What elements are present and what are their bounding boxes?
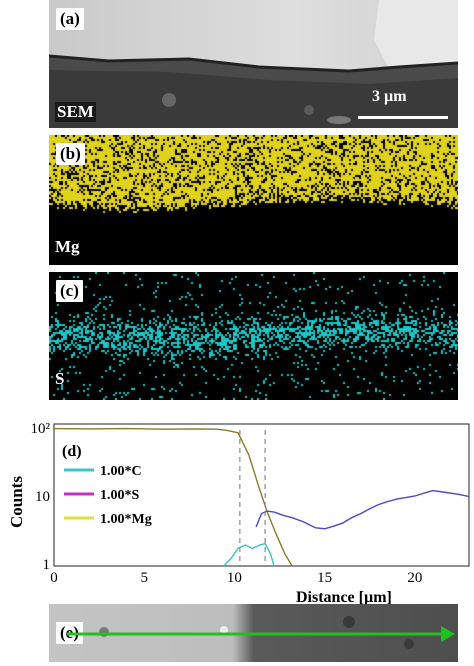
y-tick-label: 1 xyxy=(43,557,51,573)
legend-c-label: 1.00*C xyxy=(100,464,142,479)
x-ticks: 0 5 10 15 20 xyxy=(50,570,422,586)
x-tick-label: 20 xyxy=(407,570,422,586)
legend: 1.00*C 1.00*S 1.00*Mg xyxy=(64,464,152,527)
series-line-0 xyxy=(53,427,293,567)
sem-panel: (a) SEM 3 µm xyxy=(49,0,458,128)
series-group xyxy=(53,427,470,567)
s-label: S xyxy=(55,369,65,388)
panel-c-tag: (c) xyxy=(56,280,83,302)
x-tick-label: 10 xyxy=(227,570,242,586)
x-tick-label: 5 xyxy=(140,570,148,586)
line-scan-chart: 0 5 10 15 20 10² 10 1 (d) 1.00*C 1.00*S 1.00*M… xyxy=(7,421,470,606)
y-ticks: 10² 10 1 xyxy=(31,421,51,573)
mg-label: Mg xyxy=(55,237,80,256)
panel-b-tag: (b) xyxy=(56,143,85,165)
s-map-panel: (c) S xyxy=(49,272,458,400)
mg-map-image xyxy=(49,135,458,265)
series-line-2 xyxy=(223,542,275,567)
panel-d-tag: (d) xyxy=(62,443,82,460)
scan-arrow xyxy=(67,626,455,642)
x-tick-label: 15 xyxy=(317,570,332,586)
s-map-image xyxy=(49,272,458,400)
dashed-guides xyxy=(239,430,266,566)
panel-a-tag: (a) xyxy=(56,8,84,30)
linescan-sem-strip: (e) xyxy=(49,604,458,662)
x-axis-label: Distance [µm] xyxy=(296,589,392,606)
legend-s-label: 1.00*S xyxy=(100,488,140,503)
y-axis-label: Counts xyxy=(7,476,26,528)
series-line-1 xyxy=(255,489,470,530)
sem-image xyxy=(49,0,458,128)
scale-bar-label: 3 µm xyxy=(372,88,407,105)
legend-mg-label: 1.00*Mg xyxy=(100,512,152,527)
y-tick-label: 10 xyxy=(35,489,50,505)
sem-label: SEM xyxy=(55,102,96,122)
y-tick-label: 10² xyxy=(31,421,51,437)
mg-map-panel: (b) Mg xyxy=(49,135,458,265)
x-tick-label: 0 xyxy=(50,570,58,586)
scale-bar xyxy=(358,116,448,119)
